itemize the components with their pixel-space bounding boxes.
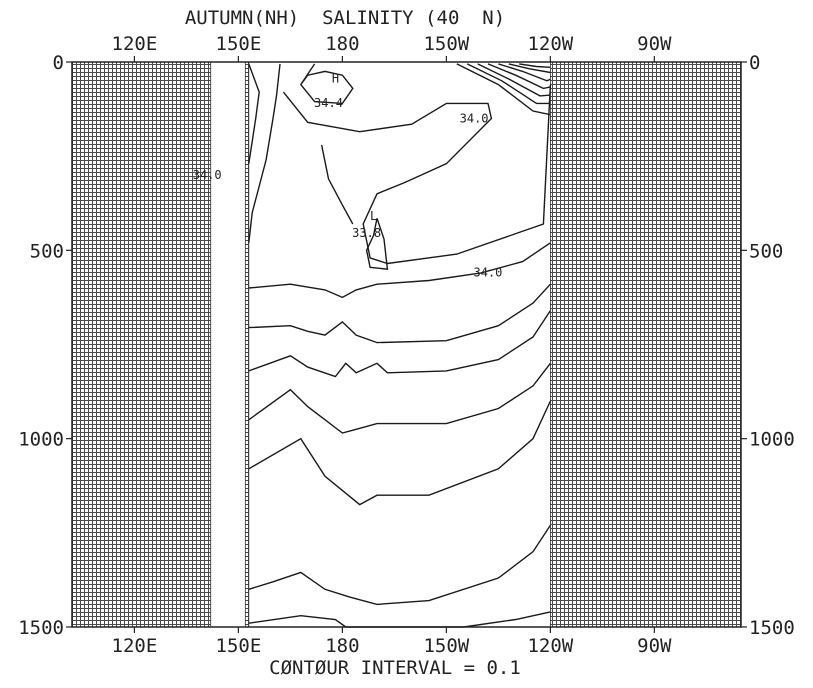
contour-line-15 [466,63,551,105]
axis-ticks [66,56,747,633]
land-mask-3 [550,61,742,628]
x-tick-label-top-3: 180 [325,33,359,55]
contour-line-4 [248,362,551,434]
x-tick-label-bottom-2: 150E [216,635,262,657]
y-tick-label-left-2: 500 [30,240,64,262]
contour-line-7 [248,611,551,628]
contour-line-8 [248,63,260,164]
y-tick-label-left-3: 1000 [18,429,64,451]
contour-label-7: 34.0 [474,266,503,280]
axis-tick-labels: 120E 120E 150E 150E 180 180 150W 150W 120W 120W 90… [18,33,795,657]
contour-annotations: H 34.4 34.0 34.0 L 33.8 34.0 [193,72,503,280]
contour-line-17 [487,63,551,90]
contour-label-1: H [332,72,339,86]
y-tick-label-right-3: 1000 [749,429,795,451]
x-tick-label-bottom-4: 150W [423,635,469,657]
land-mask-1 [71,61,212,628]
plot-frame [71,61,742,628]
y-tick-label-left-1: 0 [53,52,64,74]
contour-label-6: 33.8 [352,226,381,240]
x-tick-label-bottom-5: 120W [527,635,573,657]
contour-line-18 [498,63,551,82]
contour-lines [248,63,552,628]
contour-line-6 [248,524,551,606]
contour-label-2: 34.4 [314,96,343,110]
land-masks [71,61,742,628]
y-tick-label-right-4: 1500 [749,617,795,639]
contour-line-19 [508,63,551,74]
contour-line-20 [519,63,551,68]
contour-line-13 [365,218,389,270]
contour-line-1 [248,242,551,299]
y-tick-label-right-1: 0 [749,52,760,74]
chart-title: AUTUMN(NH) SALINITY (40 N) [185,7,505,29]
x-tick-label-bottom-6: 90W [637,635,672,657]
land-mask-2 [244,61,250,628]
contour-line-11 [282,84,552,265]
x-tick-label-top-1: 120E [112,33,158,55]
contour-line-9 [248,63,281,243]
contour-line-2 [248,283,551,344]
contour-line-10 [299,63,354,105]
contour-line-5 [248,400,552,506]
x-tick-label-top-6: 90W [637,33,672,55]
x-tick-label-top-4: 150W [423,33,469,55]
contour-interval-caption: CØNTØUR INTERVAL = 0.1 [269,657,521,679]
x-tick-label-bottom-3: 180 [325,635,359,657]
x-tick-label-bottom-1: 120E [112,635,158,657]
contour-line-16 [477,63,551,97]
contour-line-3 [248,310,551,378]
y-tick-label-right-2: 500 [749,240,783,262]
contour-label-5: L [370,209,377,223]
y-tick-label-left-4: 1500 [18,617,64,639]
contour-label-3: 34.0 [193,168,222,182]
x-tick-label-top-2: 150E [216,33,262,55]
contour-line-12 [320,144,354,225]
contour-line-14 [456,63,551,116]
x-tick-label-top-5: 120W [527,33,573,55]
contour-label-4: 34.0 [460,111,489,125]
